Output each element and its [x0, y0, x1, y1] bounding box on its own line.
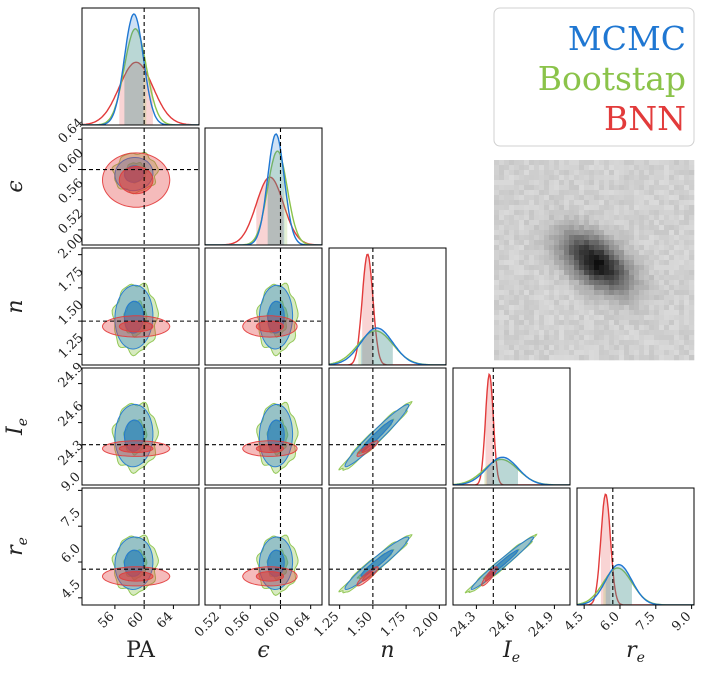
x-axis-label-n: n — [380, 638, 394, 663]
y-axis-label-eps: ϵ — [3, 180, 28, 192]
panel-PA-vs-eps — [81, 127, 200, 246]
contour-bnn-1sigma — [255, 320, 284, 333]
y-axis-label-n: n — [3, 299, 28, 313]
x-tick-label: 0.64 — [282, 609, 313, 640]
panel-frame — [204, 487, 323, 606]
panel-PA-vs-re — [81, 487, 200, 606]
panel-PA-vs-n — [81, 247, 200, 366]
panel-frame — [328, 367, 447, 486]
panel-frame — [452, 487, 571, 606]
hist-line-mcmc — [577, 563, 694, 605]
hist-band-mcmc — [267, 134, 285, 245]
y-tick-label: 9.0 — [59, 470, 84, 495]
galaxy-image — [494, 160, 695, 361]
contour-bnn-1sigma — [118, 571, 154, 582]
x-tick-label: 24.3 — [448, 609, 479, 640]
hist-band-mcmc — [605, 564, 632, 605]
x-tick-label: 4.5 — [562, 609, 587, 634]
panel-n-vs-re — [328, 487, 447, 606]
hist-band-bootstap — [267, 151, 288, 245]
hist-band-bnn — [485, 374, 494, 485]
x-tick-label: 7.5 — [633, 609, 658, 634]
contour-mcmc-1sigma — [360, 549, 394, 577]
contour-bnn-1sigma — [118, 444, 154, 453]
panel-frame — [81, 487, 200, 606]
y-tick-label: 7.5 — [59, 505, 84, 530]
panel-frame — [204, 247, 323, 366]
x-tick-label: 60 — [125, 609, 147, 631]
panel-frame — [204, 127, 323, 246]
panel-frame — [328, 487, 447, 606]
x-tick-label: 1.50 — [345, 609, 376, 640]
panel-n-vs-Ie — [328, 367, 447, 486]
hist-line-bnn — [577, 493, 694, 605]
panel-re-hist — [576, 487, 695, 606]
y-tick-label: 6.0 — [59, 541, 84, 566]
x-tick-label: 56 — [95, 609, 117, 631]
hist-band-mcmc — [486, 457, 518, 485]
x-axis-label-re: re — [626, 638, 645, 666]
x-axis-label-Ie: Ie — [502, 638, 520, 666]
x-tick-label: 6.0 — [598, 609, 623, 634]
y-axis-label-Ie: Ie — [3, 418, 31, 436]
hist-band-bootstap — [603, 568, 632, 605]
panel-eps-vs-Ie — [204, 367, 323, 486]
hist-band-mcmc — [124, 14, 144, 125]
x-tick-label: 1.25 — [311, 609, 342, 640]
hist-line-mcmc — [205, 133, 322, 245]
contour-bnn-1sigma — [118, 320, 154, 333]
x-tick-label: 24.9 — [526, 609, 557, 640]
contour-bnn-1sigma — [118, 166, 154, 195]
panel-Ie-hist — [452, 367, 571, 486]
panel-PA-hist — [81, 7, 200, 126]
x-axis-label-PA: PA — [126, 638, 156, 663]
panel-Ie-vs-re — [452, 487, 571, 606]
panel-frame — [452, 367, 571, 486]
contour-bnn-1sigma — [361, 444, 374, 453]
x-tick-label: 0.56 — [222, 609, 253, 640]
panel-frame — [81, 247, 200, 366]
panel-frame — [81, 367, 200, 486]
panel-frame — [81, 7, 200, 126]
x-tick-label: 24.6 — [487, 609, 518, 640]
panel-eps-vs-re — [204, 487, 323, 606]
contour-bnn-1sigma — [485, 571, 494, 582]
x-tick-label: 9.0 — [669, 609, 694, 634]
x-axis-label-eps: ϵ — [257, 638, 269, 663]
hist-band-bnn — [256, 177, 284, 245]
y-tick-label: 4.5 — [59, 577, 84, 602]
hist-band-bootstap — [358, 330, 393, 365]
x-tick-label: 2.00 — [411, 609, 442, 640]
panel-eps-vs-n — [204, 247, 323, 366]
panel-n-hist — [328, 247, 447, 366]
x-tick-label: 0.60 — [252, 609, 283, 640]
x-tick-label: 64 — [154, 609, 176, 631]
panel-frame — [204, 367, 323, 486]
x-tick-label: 1.75 — [378, 609, 409, 640]
contour-bnn-1sigma — [255, 571, 284, 582]
hist-band-bootstap — [484, 459, 518, 485]
contour-bnn-1sigma — [255, 444, 284, 453]
contour-bnn-1sigma — [361, 571, 374, 582]
panel-eps-hist — [204, 127, 323, 246]
panel-frame — [328, 247, 447, 366]
panel-PA-vs-Ie — [81, 367, 200, 486]
y-axis-label-re: re — [3, 537, 31, 556]
legend-entry-bootstap: Bootstap — [538, 59, 686, 98]
legend-entry-bnn: BNN — [604, 99, 686, 138]
legend-box — [493, 7, 695, 147]
panel-frame — [576, 487, 695, 606]
x-tick-label: 0.52 — [192, 609, 223, 640]
hist-line-bnn — [82, 61, 199, 125]
panel-frame — [81, 127, 200, 246]
hist-band-bootstap — [124, 28, 147, 125]
legend-entry-mcmc: MCMC — [568, 19, 686, 58]
hist-band-mcmc — [360, 328, 393, 365]
